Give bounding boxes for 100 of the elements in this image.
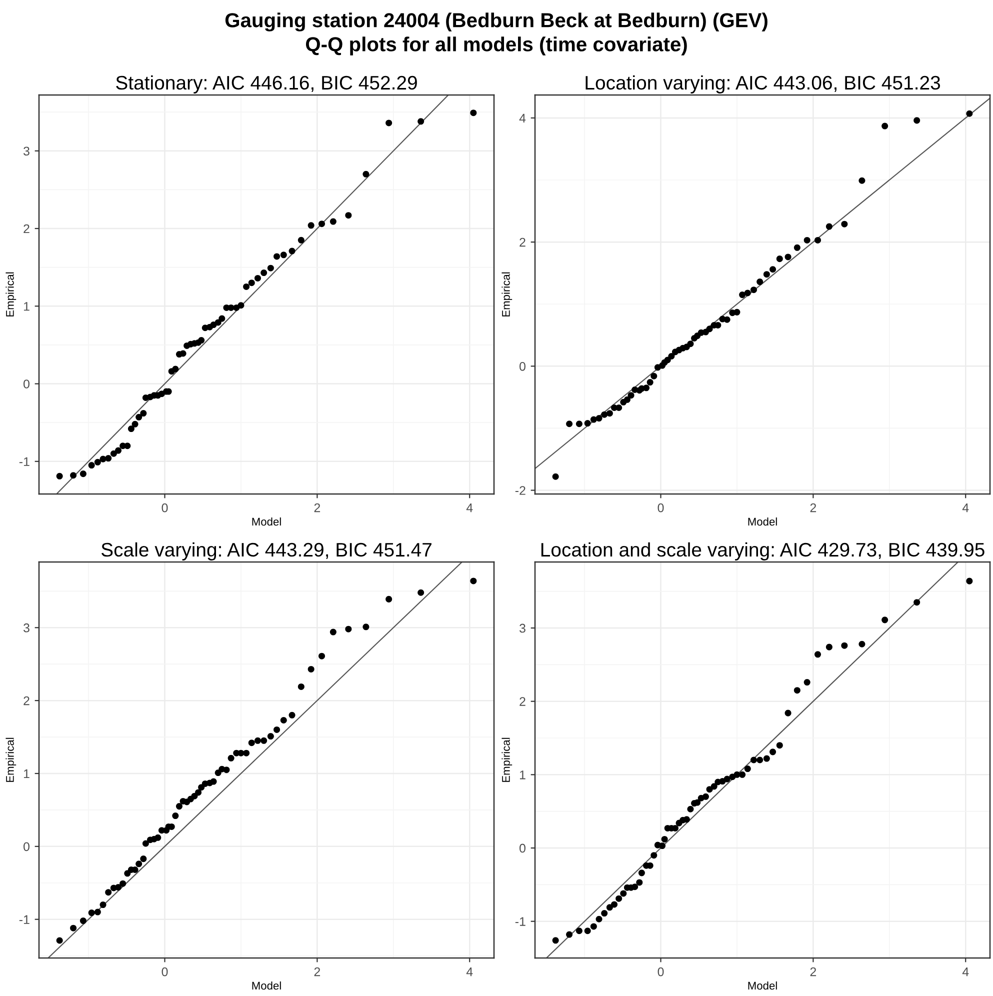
point xyxy=(882,122,888,130)
x-tick-label: 4 xyxy=(466,967,473,976)
point xyxy=(254,737,261,744)
x-tick-label: 0 xyxy=(658,503,664,512)
point xyxy=(601,910,608,917)
point xyxy=(132,420,138,428)
point xyxy=(566,420,573,428)
point xyxy=(470,578,477,584)
point xyxy=(606,410,613,417)
x-tick-label: 0 xyxy=(658,967,664,976)
point xyxy=(172,366,179,372)
y-tick-label: -1 xyxy=(515,917,526,926)
x-tick-label: 4 xyxy=(962,503,969,512)
y-tick-label: 4 xyxy=(519,114,526,122)
y-tick-label: -1 xyxy=(19,915,30,924)
point xyxy=(841,642,848,649)
point xyxy=(56,472,63,480)
x-tick-label: 2 xyxy=(810,967,816,976)
point xyxy=(105,889,112,896)
y-tick-label: 2 xyxy=(520,238,526,247)
x-tick-label: 0 xyxy=(162,967,168,976)
point xyxy=(288,712,296,718)
point xyxy=(94,458,101,466)
point xyxy=(596,415,602,422)
point xyxy=(590,923,597,930)
y-tick-label: 2 xyxy=(24,224,30,234)
point xyxy=(914,599,920,606)
point xyxy=(288,248,296,254)
point xyxy=(243,283,250,290)
point xyxy=(386,596,392,602)
point xyxy=(882,616,888,624)
x-axis-title: Model xyxy=(748,981,777,990)
point xyxy=(710,783,718,790)
y-tick-label: 1 xyxy=(24,769,30,778)
y-axis-title: Empirical xyxy=(6,272,16,316)
point xyxy=(584,420,591,427)
y-axis-title: Empirical xyxy=(6,738,16,782)
point xyxy=(345,212,352,219)
point xyxy=(650,372,658,380)
point xyxy=(228,754,234,762)
point xyxy=(110,450,117,457)
point xyxy=(601,411,608,418)
point xyxy=(115,884,122,891)
x-tick-label: 2 xyxy=(314,503,320,512)
y-tick-label: 1 xyxy=(520,770,526,780)
point xyxy=(966,578,973,584)
y-tick-label: 0 xyxy=(24,380,30,388)
point xyxy=(470,110,477,116)
point xyxy=(714,322,722,328)
point xyxy=(756,278,764,286)
point xyxy=(694,799,701,806)
point xyxy=(636,879,643,886)
point xyxy=(274,726,280,733)
point xyxy=(804,679,810,686)
point xyxy=(552,473,559,480)
point xyxy=(632,884,638,890)
point xyxy=(739,771,746,778)
point xyxy=(140,410,147,417)
x-tick-label: 4 xyxy=(962,967,969,976)
point xyxy=(814,236,822,244)
point xyxy=(784,254,792,260)
point xyxy=(70,924,77,932)
point xyxy=(756,756,764,764)
point xyxy=(362,624,370,630)
point xyxy=(260,737,268,744)
point xyxy=(243,750,250,756)
y-tick-label: 1 xyxy=(24,302,30,311)
point xyxy=(386,120,392,126)
y-tick-label: 2 xyxy=(24,696,30,706)
y-axis-title: Empirical xyxy=(502,738,512,782)
y-tick-label: 2 xyxy=(520,697,526,706)
y-tick-label: 3 xyxy=(24,623,30,632)
point xyxy=(744,766,751,772)
point xyxy=(858,177,866,184)
point xyxy=(683,816,690,823)
point xyxy=(750,286,757,294)
point xyxy=(687,340,694,348)
point xyxy=(576,928,582,934)
chart-title: Location and scale varying: AIC 429.73, BIC 439.95 xyxy=(541,542,984,560)
point xyxy=(784,710,792,716)
point xyxy=(210,778,217,785)
point xyxy=(223,766,230,774)
point xyxy=(596,916,602,922)
chart-title: Scale varying: AIC 443.29, BIC 451.47 xyxy=(101,542,432,560)
point xyxy=(298,236,304,244)
point xyxy=(195,789,202,796)
point xyxy=(724,316,730,323)
point xyxy=(628,392,634,399)
text: Q-Q plots for all models (time covariate) xyxy=(306,36,687,56)
point xyxy=(606,904,613,911)
point xyxy=(763,755,770,762)
point xyxy=(248,280,255,286)
point xyxy=(646,379,654,386)
point xyxy=(70,472,77,479)
chart-title: Location varying: AIC 443.06, BIC 451.23 xyxy=(586,75,940,94)
y-tick-label: 0 xyxy=(520,844,526,853)
point xyxy=(661,836,668,842)
point xyxy=(668,352,675,360)
point xyxy=(88,910,95,916)
y-tick-label: 0 xyxy=(24,842,30,852)
